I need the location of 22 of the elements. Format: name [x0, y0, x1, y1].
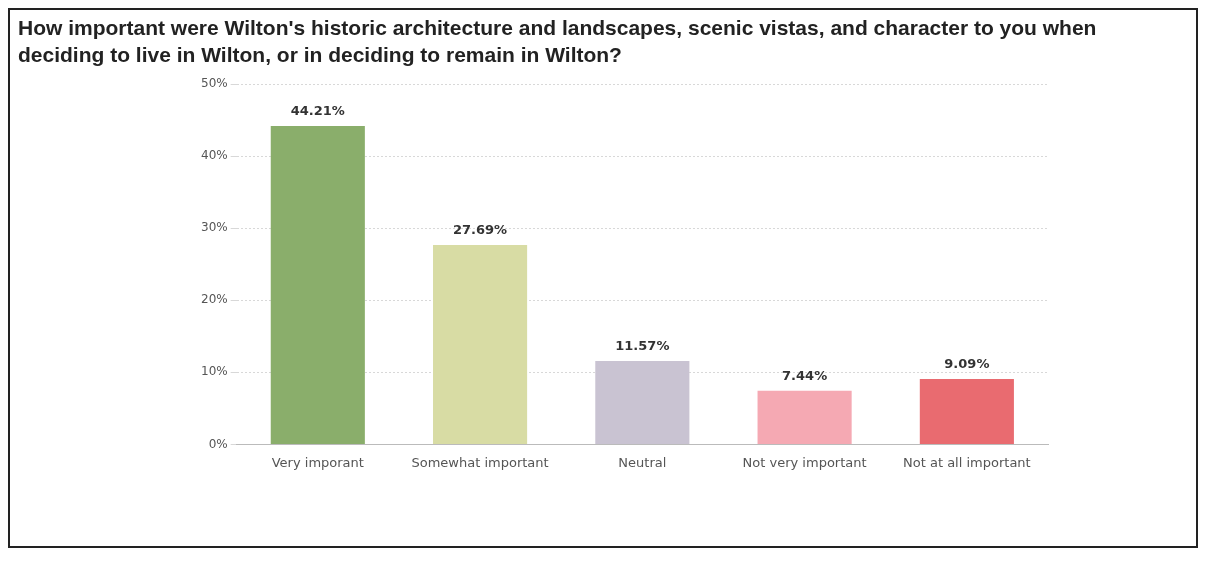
x-tick-label: Very imporant — [271, 454, 364, 470]
data-label: 44.21% — [290, 102, 345, 118]
bar — [919, 378, 1014, 444]
y-tick-label: 0% — [208, 436, 228, 451]
x-tick-label: Somewhat important — [411, 454, 549, 470]
data-label: 7.44% — [782, 367, 828, 383]
chart-title: How important were Wilton's historic architecture and landscapes, scenic vistas, and character to you when deciding to live in Wilton, or in deciding to remain in Wilton? — [18, 15, 1098, 68]
x-tick-label: Not very important — [742, 454, 867, 470]
y-tick-label: 10% — [201, 364, 228, 379]
x-tick-label: Neutral — [618, 454, 667, 470]
bar — [433, 244, 528, 444]
data-label: 9.09% — [944, 355, 990, 371]
data-label: 27.69% — [452, 221, 508, 237]
bar — [757, 390, 852, 444]
bar — [270, 125, 365, 444]
y-tick-label: 30% — [201, 220, 228, 235]
x-tick-label: Not at all important — [903, 454, 1031, 470]
y-tick-label: 20% — [201, 292, 228, 307]
y-tick-label: 50% — [201, 76, 228, 91]
data-label: 11.57% — [615, 337, 670, 353]
y-tick-label: 40% — [201, 148, 228, 163]
bar — [595, 361, 690, 444]
